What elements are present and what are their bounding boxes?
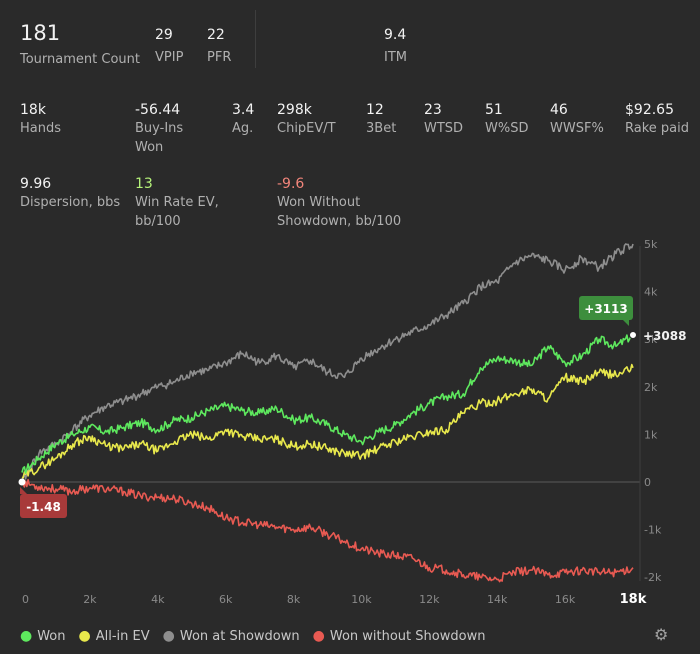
won-peak-badge: [579, 296, 633, 320]
x-tick-label: 2k: [83, 593, 97, 606]
x-tick-label: 6k: [219, 593, 233, 606]
stat-label: Won Without Showdown, bb/100: [277, 195, 402, 229]
stat-value: 9.96: [20, 176, 52, 192]
stat-label: WTSD: [424, 121, 464, 136]
y-tick-label: -2k: [644, 571, 662, 584]
tournament-count-value: 181: [20, 21, 61, 45]
stat-value: $92.65: [625, 102, 674, 118]
legend-label: All-in EV: [95, 628, 150, 644]
y-tick-label: 2k: [644, 381, 658, 394]
pfr-value: 22: [207, 27, 225, 43]
stat-label: WWSF%: [550, 121, 604, 136]
graph-chart: 5k 4k 3k 2k 1k 0 -1k -2k 0 2k 4k 6k 8k 10k 12k 14k 16k 18…: [0, 236, 700, 616]
series-line-all-in-ev: [21, 363, 634, 479]
won-current-label: +3088: [643, 329, 686, 343]
legend-item-won-without-showdown[interactable]: ● Won without Showdown: [313, 628, 486, 644]
legend-dot-icon: ●: [78, 628, 91, 644]
series-line-won-without-showdown: [21, 478, 634, 583]
legend-item-won-at-showdown[interactable]: ● Won at Showdown: [163, 628, 300, 644]
stat-value: 51: [485, 102, 503, 118]
x-tick-label: 10k: [351, 593, 372, 606]
hands-stat: 18k Hands: [20, 101, 61, 138]
x-tick-label: 14k: [487, 593, 508, 606]
stat-label: Win Rate EV, bb/100: [135, 195, 219, 229]
legend-item-all-in-ev[interactable]: ● All-in EV: [79, 628, 150, 644]
dispersion-stat: 9.96 Dispersion, bbs: [20, 175, 120, 212]
threebet-stat: 12 3Bet: [366, 101, 396, 138]
x-tick-label: 0: [22, 593, 29, 606]
stat-value: 12: [366, 102, 384, 118]
legend-dot-icon: ●: [162, 628, 175, 644]
wwsd-start-badge-pointer: [20, 487, 27, 494]
wwsd-start-badge: [20, 494, 67, 518]
stat-value: 298k: [277, 102, 312, 118]
wwsd-start-label: -1.48: [26, 500, 61, 514]
stat-label: Dispersion, bbs: [20, 195, 121, 210]
stat-label: 3Bet: [366, 121, 397, 136]
rake-paid-stat: $92.65 Rake paid: [625, 101, 689, 138]
aggression-stat: 3.4 Ag.: [232, 101, 254, 138]
tournament-count-label: Tournament Count: [20, 52, 140, 67]
stat-label: Buy-Ins Won: [135, 121, 184, 155]
tournament-count-stat: 181 Tournament Count: [20, 19, 140, 69]
pfr-label: PFR: [207, 50, 232, 65]
wtsd-stat: 23 WTSD: [424, 101, 463, 138]
win-rate-ev-stat: 13 Win Rate EV, bb/100: [135, 175, 235, 231]
y-tick-label: 1k: [644, 428, 658, 441]
vpip-stat: 29 VPIP: [155, 26, 183, 67]
legend-dot-icon: ●: [20, 628, 33, 644]
start-marker: [18, 478, 26, 486]
series-line-won: [21, 333, 634, 474]
pfr-stat: 22 PFR: [207, 26, 231, 67]
legend-label: Won at Showdown: [179, 628, 300, 644]
stat-value: 13: [135, 176, 153, 192]
itm-value: 9.4: [384, 27, 407, 43]
won-peak-label: +3113: [584, 302, 627, 316]
stat-value: 3.4: [232, 102, 255, 118]
y-tick-label: 3k: [644, 333, 658, 346]
stat-label: ChipEV/T: [277, 121, 336, 136]
stat-value: -9.6: [277, 176, 305, 192]
x-tick-label: 16k: [555, 593, 576, 606]
stat-value: 23: [424, 102, 442, 118]
gear-icon[interactable]: ⚙: [654, 625, 669, 644]
chart-svg: 5k 4k 3k 2k 1k 0 -1k -2k 0 2k 4k 6k 8k 10k 12k 14k 16k 18…: [18, 238, 686, 607]
y-tick-label: -1k: [644, 524, 662, 537]
stat-value: 18k: [20, 102, 46, 118]
chipev-stat: 298k ChipEV/T: [277, 101, 336, 138]
won-end-marker: [629, 331, 637, 340]
vpip-value: 29: [155, 27, 173, 43]
x-tick-label: 8k: [287, 593, 301, 606]
legend-label: Won: [37, 628, 66, 644]
buyins-won-stat: -56.44 Buy-Ins Won: [135, 101, 215, 157]
itm-label: ITM: [384, 50, 407, 65]
wwsf-stat: 46 WWSF%: [550, 101, 604, 138]
summary-divider: [255, 10, 256, 68]
legend-label: Won without Showdown: [329, 628, 486, 644]
x-tick-label: 4k: [151, 593, 165, 606]
chart-legend: ● Won ● All-in EV ● Won at Showdown ● Wo…: [20, 626, 498, 646]
x-tick-label: 12k: [419, 593, 440, 606]
x-tick-label: 18k: [620, 592, 647, 607]
stat-label: Ag.: [232, 121, 254, 136]
stat-label: Hands: [20, 121, 62, 136]
y-tick-label: 5k: [644, 238, 658, 251]
vpip-label: VPIP: [155, 50, 184, 65]
stat-value: -56.44: [135, 102, 181, 118]
stat-label: Rake paid: [625, 121, 689, 136]
stat-value: 46: [550, 102, 568, 118]
y-tick-label: 0: [644, 476, 651, 489]
legend-dot-icon: ●: [312, 628, 325, 644]
y-tick-label: 4k: [644, 286, 658, 299]
stat-label: W%SD: [485, 121, 529, 136]
itm-stat: 9.4 ITM: [384, 26, 407, 67]
won-peak-badge-pointer: [623, 320, 629, 326]
won-without-showdown-stat: -9.6 Won Without Showdown, bb/100: [277, 175, 407, 231]
series-line-won-at-showdown: [21, 243, 634, 483]
legend-item-won[interactable]: ● Won: [20, 628, 66, 644]
wsd-stat: 51 W%SD: [485, 101, 528, 138]
